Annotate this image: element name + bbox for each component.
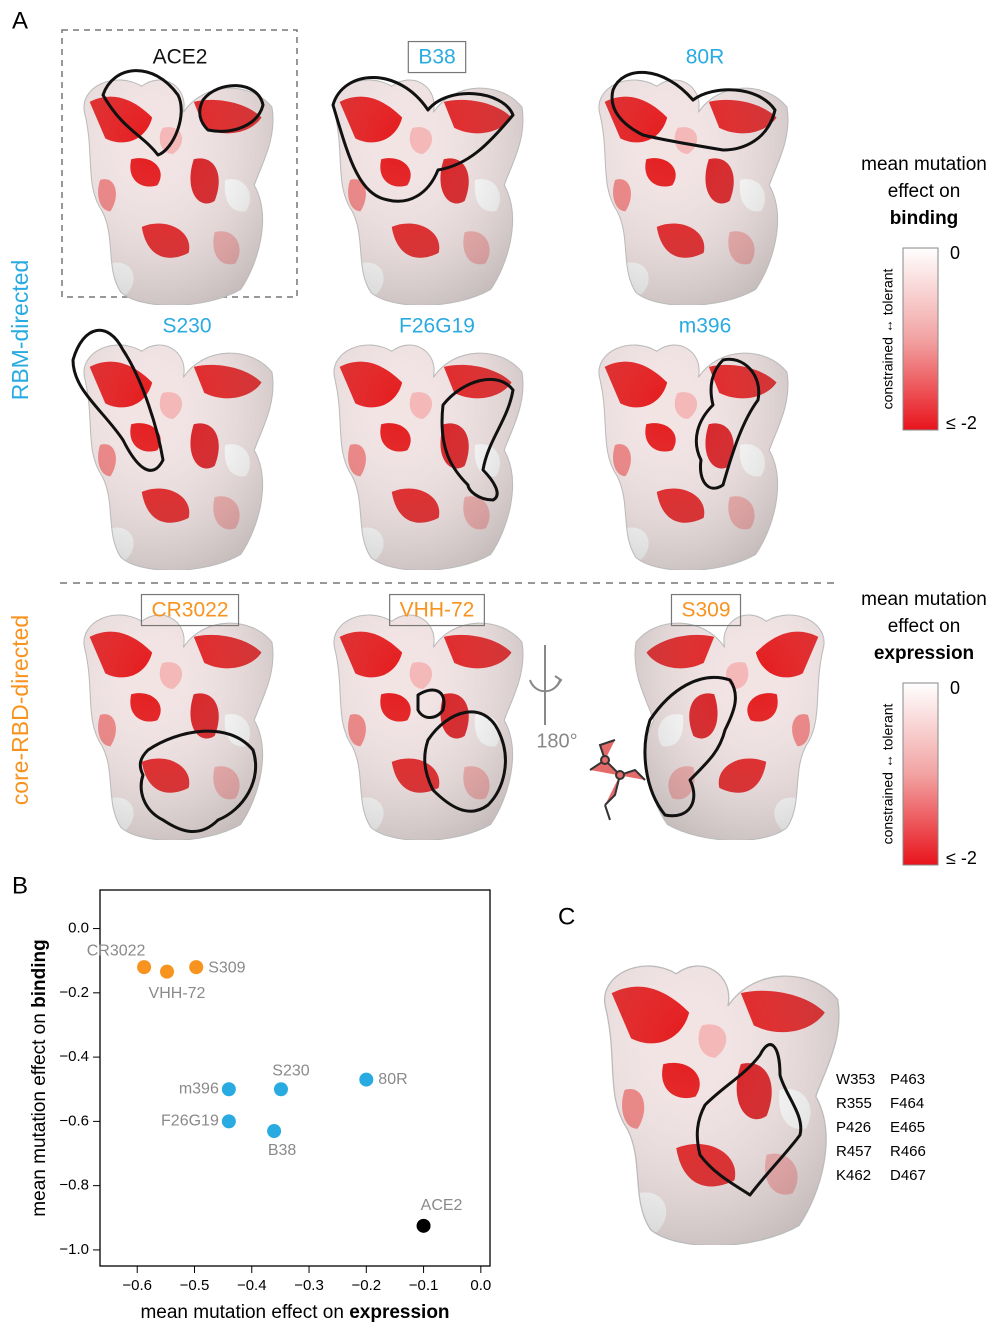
point-label: B38 [268, 1142, 297, 1159]
residue: W353 [836, 1071, 875, 1088]
point-label: VHH-72 [149, 985, 206, 1002]
ylabel-part: mean mutation effect on [29, 1013, 50, 1217]
point [221, 1114, 236, 1129]
colorbar-title: effect on [888, 616, 961, 637]
x-tick-label: −0.6 [122, 1277, 152, 1294]
name-box [389, 593, 485, 627]
point [416, 1218, 431, 1233]
protein [319, 590, 527, 840]
residue: P463 [890, 1071, 925, 1088]
glycan [589, 739, 646, 821]
colorbar-axis-label: constrained ↔ tolerant [880, 703, 896, 844]
antibody-name: S309 [681, 599, 730, 622]
residue: R457 [836, 1143, 872, 1160]
antibody-name: S230 [162, 315, 211, 338]
name-box [670, 593, 742, 627]
point [267, 1124, 282, 1139]
y-tick-label: −0.2 [59, 984, 89, 1001]
antibody-name: CR3022 [151, 599, 228, 622]
antibody-name: B38 [418, 46, 455, 69]
colorbar-tick: ≤ -2 [946, 848, 977, 868]
y-tick-label: −0.6 [59, 1112, 89, 1129]
colorbar-title: binding [890, 208, 959, 229]
protein [319, 320, 527, 570]
protein [631, 590, 839, 840]
protein [584, 320, 792, 570]
y-tick-label: −1.0 [59, 1241, 89, 1258]
protein [319, 55, 527, 305]
residue: F464 [890, 1095, 924, 1112]
panel-letter: C [558, 903, 575, 930]
x-tick-label: −0.5 [180, 1277, 210, 1294]
y-tick-label: −0.4 [59, 1048, 89, 1065]
protein [69, 320, 277, 570]
colorbar-title: effect on [888, 181, 961, 202]
ylabel: mean mutation effect on binding [29, 939, 50, 1216]
colorbar-tick: 0 [950, 678, 960, 698]
antibody-name: 80R [686, 46, 725, 69]
colorbar-tick: 0 [950, 243, 960, 263]
residue: P426 [836, 1119, 871, 1136]
panel-letter: B [12, 872, 28, 899]
residue: K462 [836, 1167, 871, 1184]
residue: E465 [890, 1119, 925, 1136]
y-tick-label: −0.8 [59, 1177, 89, 1194]
xlabel: mean mutation effect on expression [140, 1302, 449, 1323]
point-label: ACE2 [421, 1197, 463, 1214]
x-tick-label: −0.3 [294, 1277, 324, 1294]
x-tick-label: −0.4 [237, 1277, 267, 1294]
rotation-icon [529, 645, 563, 725]
residue: R355 [836, 1095, 872, 1112]
antibody-name: F26G19 [399, 315, 475, 338]
point-label: F26G19 [161, 1113, 219, 1130]
name-box [140, 593, 240, 627]
colorbar [902, 682, 939, 866]
colorbar-tick: ≤ -2 [946, 413, 977, 433]
rotation-label: 180° [536, 730, 577, 752]
point-label: S309 [208, 959, 245, 976]
colorbar-axis-label: constrained ↔ tolerant [880, 268, 896, 409]
x-tick-label: −0.2 [351, 1277, 381, 1294]
name-box [407, 40, 467, 74]
colorbar [902, 247, 939, 431]
point [221, 1082, 236, 1097]
plot-frame [99, 889, 491, 1267]
row-label: core-RBD-directed [7, 615, 33, 805]
point-label: 80R [378, 1071, 407, 1088]
protein [584, 55, 792, 305]
point-label: m396 [179, 1080, 219, 1097]
protein [586, 935, 844, 1246]
colorbar-title: expression [874, 643, 974, 664]
x-tick-label: −0.1 [409, 1277, 439, 1294]
antibody-name: ACE2 [153, 46, 208, 69]
ylabel-part: binding [29, 939, 50, 1013]
point-label: S230 [272, 1062, 309, 1079]
point [137, 960, 152, 975]
point [359, 1072, 374, 1087]
xlabel-part: expression [344, 1302, 450, 1323]
residue: D467 [890, 1167, 926, 1184]
y-tick-label: 0.0 [68, 920, 89, 937]
xlabel-part: mean mutation effect on [140, 1302, 344, 1323]
point [160, 964, 175, 979]
residue: R466 [890, 1143, 926, 1160]
protein [69, 590, 277, 840]
x-tick-label: 0.0 [470, 1277, 491, 1294]
protein [69, 55, 277, 305]
row-label: RBM-directed [7, 260, 33, 401]
point [189, 960, 204, 975]
point [273, 1082, 288, 1097]
antibody-name: VHH-72 [400, 599, 475, 622]
colorbar-title: mean mutation [861, 589, 987, 610]
panel-letter: A [12, 7, 28, 34]
point-label: CR3022 [87, 942, 146, 959]
antibody-name: m396 [679, 315, 732, 338]
colorbar-title: mean mutation [861, 154, 987, 175]
